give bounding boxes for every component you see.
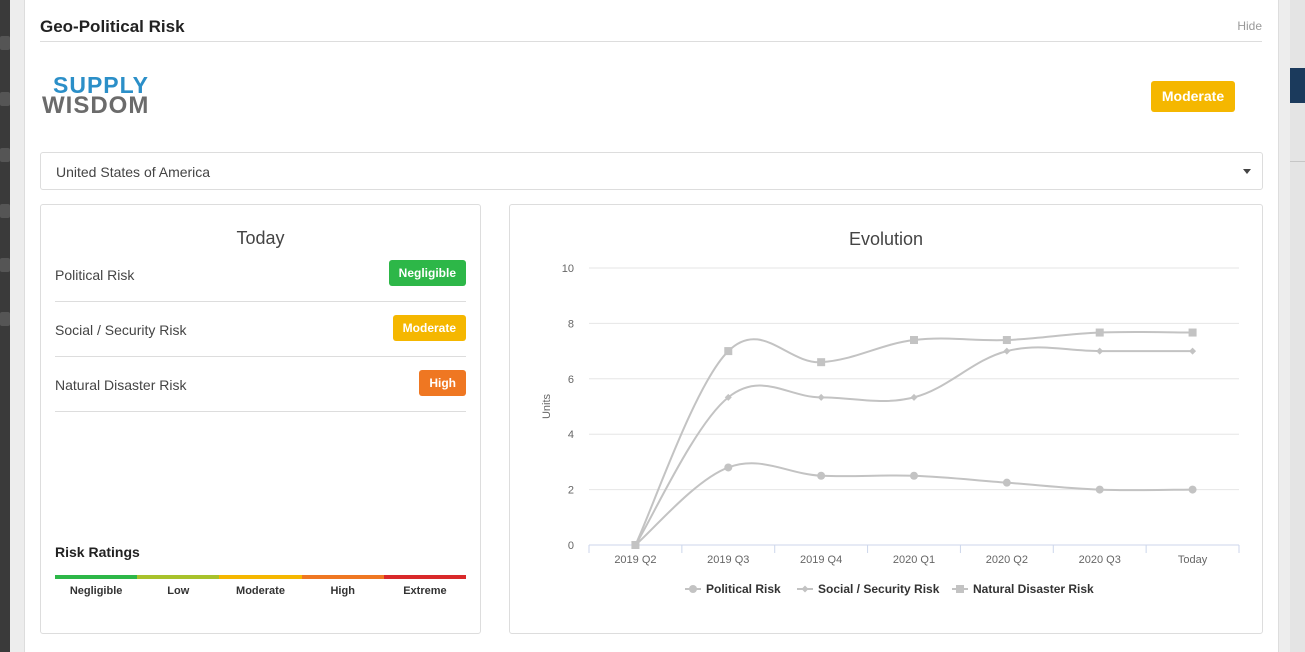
legend-marker — [801, 585, 809, 593]
data-point — [910, 471, 918, 480]
data-point — [1002, 336, 1011, 345]
y-tick-label: 0 — [568, 540, 574, 552]
scale-segment — [301, 575, 384, 579]
risk-rating-badge: High — [419, 370, 466, 396]
nav-icon[interactable] — [0, 92, 10, 106]
data-point — [1188, 485, 1197, 494]
scale-segment — [219, 575, 302, 579]
risk-row-political: Political Risk Negligible — [55, 247, 466, 302]
x-tick-label: 2020 Q1 — [893, 554, 935, 566]
logo-line-1: SUPPLY — [53, 72, 149, 98]
panel-title: Geo-Political Risk — [40, 17, 185, 36]
data-point — [910, 393, 918, 401]
scale-segment — [383, 575, 467, 579]
data-point — [631, 541, 640, 549]
legend-label: Political Risk — [706, 582, 781, 596]
data-point — [1188, 328, 1197, 337]
data-point — [817, 358, 826, 367]
scale-label: Extreme — [403, 585, 447, 597]
y-tick-label: 10 — [562, 263, 574, 275]
scale-label: High — [330, 585, 355, 597]
risk-scale-labels: Negligible Low Moderate High Extreme — [55, 585, 466, 597]
right-rail — [1290, 0, 1305, 652]
today-title: Today — [236, 228, 285, 248]
evolution-title: Evolution — [848, 229, 924, 249]
data-point — [724, 463, 733, 472]
today-card: Today Political Risk Negligible Social /… — [40, 204, 481, 634]
data-point — [1095, 485, 1104, 494]
nav-icon[interactable] — [0, 258, 10, 272]
nav-icon[interactable] — [0, 312, 10, 326]
x-tick-label: 2019 Q2 — [614, 554, 656, 566]
y-tick-label: 6 — [568, 374, 574, 386]
y-axis-label: Units — [541, 393, 553, 419]
risk-rating-badge: Moderate — [392, 315, 466, 341]
y-tick-label: 8 — [568, 318, 574, 330]
risk-scale-bar — [55, 575, 467, 579]
geo-political-risk-panel: Geo-Political Risk Hide SUPPLY WISDOM Mo… — [24, 0, 1279, 652]
risk-row-natural-disaster: Natural Disaster Risk High — [55, 357, 466, 412]
overall-risk-badge: Moderate — [1151, 81, 1235, 112]
left-nav-rail — [0, 0, 10, 652]
risk-label: Social / Security Risk — [55, 322, 187, 338]
evolution-card: Evolution 0 2 4 6 8 10 2019 Q2 2019 Q3 2019 Q4 20… — [509, 204, 1263, 634]
x-tick-label: Today — [1178, 554, 1208, 566]
risk-rating-badge: Negligible — [388, 260, 466, 286]
evolution-chart: 0 2 4 6 8 10 2019 Q2 2019 Q3 2019 Q4 2020 Q1 2020 … — [541, 263, 1240, 596]
data-point — [1003, 347, 1011, 355]
data-point — [910, 336, 918, 345]
y-tick-label: 4 — [568, 429, 574, 441]
scale-segment — [137, 575, 220, 579]
scale-label: Moderate — [236, 585, 285, 597]
data-point — [1095, 328, 1104, 337]
legend-label: Natural Disaster Risk — [973, 582, 1094, 596]
scale-segment — [55, 575, 138, 579]
nav-icon[interactable] — [0, 204, 10, 218]
x-tick-label: 2020 Q3 — [1079, 554, 1121, 566]
data-point — [724, 347, 733, 356]
legend-marker — [689, 585, 697, 593]
hide-link[interactable]: Hide — [1237, 19, 1262, 33]
data-point — [1189, 347, 1197, 355]
country-select[interactable]: United States of America — [40, 152, 1263, 190]
legend-marker — [956, 585, 964, 593]
legend-label: Social / Security Risk — [818, 582, 940, 596]
series-line — [634, 346, 1193, 546]
x-tick-label: 2019 Q3 — [707, 554, 749, 566]
risk-label: Natural Disaster Risk — [55, 377, 187, 393]
panel-header: Geo-Political Risk Hide — [40, 0, 1262, 42]
data-point — [817, 393, 825, 401]
data-point — [817, 471, 826, 480]
supply-wisdom-logo: SUPPLY WISDOM — [42, 72, 182, 119]
series-line — [634, 330, 1193, 546]
scale-label: Negligible — [69, 585, 123, 597]
risk-row-social-security: Social / Security Risk Moderate — [55, 302, 466, 357]
right-rail-divider — [1290, 161, 1305, 162]
data-point — [724, 393, 732, 401]
country-select-value: United States of America — [56, 164, 211, 180]
x-tick-label: 2020 Q2 — [986, 554, 1028, 566]
right-rail-accent — [1290, 68, 1305, 103]
x-tick-label: 2019 Q4 — [800, 554, 842, 566]
caret-down-icon — [1243, 169, 1251, 174]
risk-label: Political Risk — [55, 267, 135, 283]
nav-icon[interactable] — [0, 36, 10, 50]
scale-label: Low — [167, 585, 190, 597]
data-point — [1002, 478, 1011, 487]
logo-line-2: WISDOM — [42, 92, 150, 119]
data-point — [1096, 347, 1104, 355]
y-tick-label: 2 — [568, 485, 574, 497]
risk-ratings-title: Risk Ratings — [55, 544, 140, 560]
nav-icon[interactable] — [0, 148, 10, 162]
